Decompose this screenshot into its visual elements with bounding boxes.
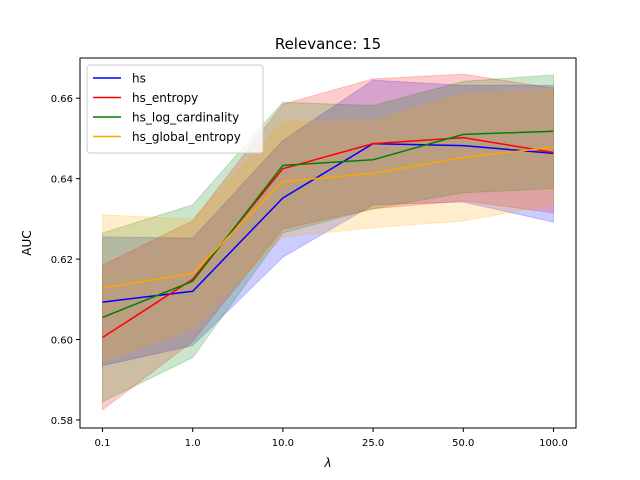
band-hs-log-cardinality [102,74,554,403]
legend-label: hs_global_entropy [132,130,241,144]
legend-label: hs_entropy [132,91,198,105]
band-hs [102,79,554,367]
x-tick-label: 50.0 [452,438,474,449]
y-tick-label: 0.60 [51,336,73,347]
x-axis-label: λ [323,456,331,470]
legend-label: hs [132,72,146,86]
y-tick-label: 0.62 [51,255,73,266]
x-axis-ticks: 0.1 1.0 10.0 25.0 50.0 100.0 [95,428,568,449]
series-line-hs-global-entropy [102,146,554,289]
y-axis-label: AUC [20,230,34,255]
confidence-bands [102,73,554,411]
plot-frame [79,57,577,429]
x-tick-label: 10.0 [272,438,294,449]
series-lines [102,130,554,339]
band-hs-global-entropy [102,88,554,363]
x-tick-label: 1.0 [185,438,201,449]
y-tick-label: 0.58 [51,416,73,427]
y-tick-label: 0.64 [51,175,73,186]
series-line-hs [102,142,554,303]
series-line-hs-log-cardinality [102,130,554,319]
x-tick-label: 0.1 [95,438,111,449]
legend-label: hs_log_cardinality [132,111,239,125]
y-axis-ticks: 0.58 0.60 0.62 0.64 0.66 [51,94,80,427]
legend: hs hs_entropy hs_log_cardinality hs_global_… [86,64,264,154]
band-hs-entropy [102,73,554,411]
legend-frame [86,64,264,154]
x-tick-label: 25.0 [362,438,384,449]
series-line-hs-entropy [102,136,554,339]
x-tick-label: 100.0 [539,438,568,449]
chart-title: Relevance: 15 [275,35,381,53]
y-tick-label: 0.66 [51,94,73,105]
